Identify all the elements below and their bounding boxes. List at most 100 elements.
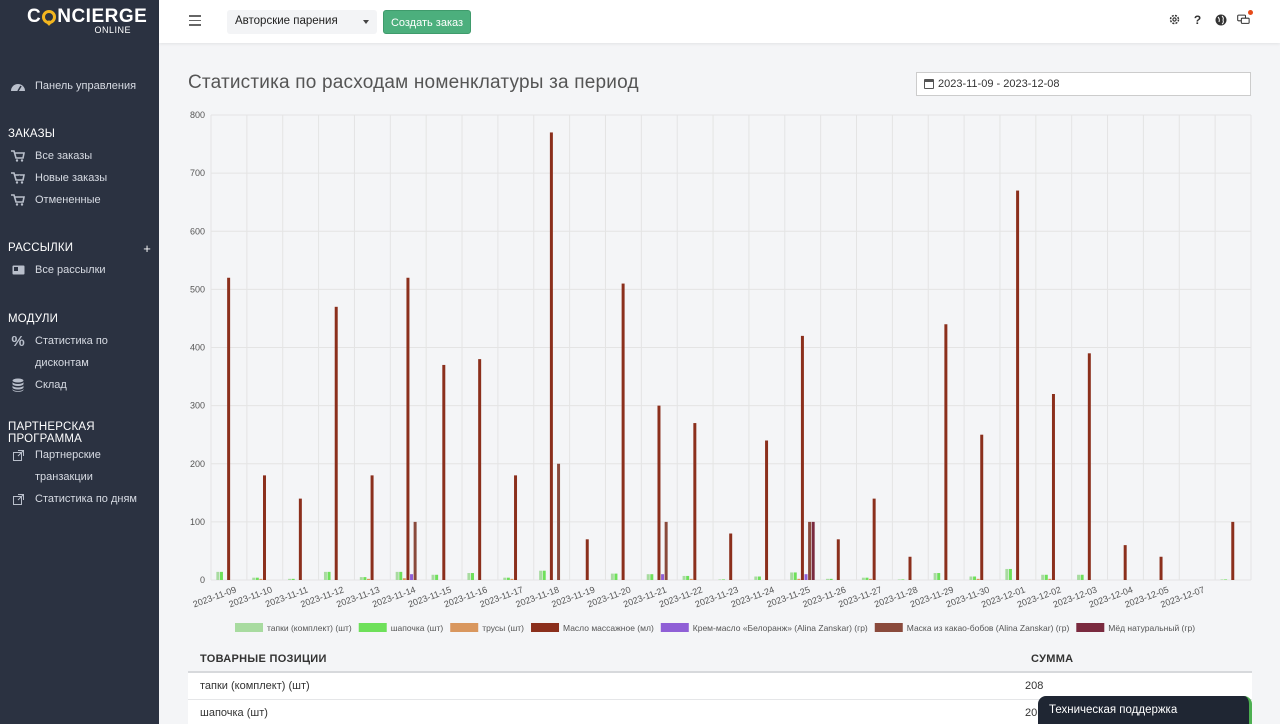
logo-text: C NCIERGE <box>27 6 159 28</box>
bar <box>908 556 912 580</box>
sidebar-item-partner-transactions[interactable]: Партнерские <box>0 444 159 466</box>
sidebar-item-label: Отмененные <box>35 194 101 206</box>
shop-select[interactable]: Авторские парения <box>227 10 377 34</box>
page-title: Статистика по расходам номенклатуры за п… <box>188 72 639 93</box>
sidebar-item-new-orders[interactable]: Новые заказы <box>0 167 159 189</box>
bar <box>808 521 812 580</box>
topbar: Авторские парения Создать заказ ? <box>159 0 1280 43</box>
bar <box>1048 578 1052 580</box>
bar <box>790 572 794 580</box>
create-order-button[interactable]: Создать заказ <box>383 10 471 34</box>
bar <box>442 364 446 580</box>
menu-toggle-icon[interactable] <box>189 15 201 26</box>
bar <box>944 324 948 580</box>
y-tick-label: 0 <box>200 575 205 585</box>
bar <box>402 578 406 580</box>
bar <box>406 277 410 580</box>
sidebar-item-cancelled-orders[interactable]: Отмененные <box>0 189 159 211</box>
section-title: РАССЫЛКИ <box>8 242 74 254</box>
y-tick-label: 100 <box>190 517 205 527</box>
bar <box>435 574 439 580</box>
sidebar-item-label: транзакции <box>35 471 93 483</box>
bar <box>682 575 686 580</box>
row-sum: 208 <box>1025 680 1044 692</box>
bar <box>252 577 256 580</box>
legend-swatch <box>358 623 387 632</box>
sidebar-item-daily-stats[interactable]: Статистика по дням <box>0 488 159 510</box>
date-range-picker[interactable]: 2023-11-09 - 2023-12-08 <box>916 72 1251 96</box>
bar <box>478 359 482 580</box>
bar <box>980 434 984 580</box>
section-title: МОДУЛИ <box>8 313 59 325</box>
bar <box>800 335 804 580</box>
settings-icon[interactable] <box>1168 13 1181 26</box>
row-item: шапочка (шт) <box>200 707 268 719</box>
sidebar-item-discount-stats-cont[interactable]: дисконтам <box>0 352 159 374</box>
bar <box>664 521 668 580</box>
add-mailing-icon[interactable]: + <box>143 240 151 256</box>
sidebar-item-label: Все заказы <box>35 150 93 162</box>
shop-select-value: Авторские парения <box>235 15 338 27</box>
chat-icon[interactable] <box>1237 10 1253 26</box>
external-link-icon <box>8 447 28 463</box>
table-header: ТОВАРНЫЕ ПОЗИЦИИ СУММА <box>188 646 1252 673</box>
bar <box>976 578 980 580</box>
section-title: ЗАКАЗЫ <box>8 128 56 140</box>
bar <box>646 574 650 580</box>
support-chat-button[interactable]: Техническая поддержка <box>1038 696 1252 724</box>
sidebar-item-warehouse[interactable]: Склад <box>0 374 159 396</box>
calendar-icon <box>924 79 934 89</box>
bar <box>410 574 414 580</box>
help-icon[interactable]: ? <box>1193 12 1202 27</box>
logo-subtitle: ONLINE <box>94 25 131 35</box>
dashboard-icon <box>8 78 28 94</box>
bar <box>657 405 661 580</box>
section-partners: ПАРТНЕРСКАЯ ПРОГРАММА <box>0 421 159 445</box>
legend-swatch <box>531 623 560 632</box>
logo-ring-icon <box>42 10 57 24</box>
bar <box>334 306 338 580</box>
mail-icon <box>8 262 28 278</box>
bar <box>431 574 435 580</box>
bar <box>255 577 259 580</box>
logo[interactable]: C NCIERGE ONLINE <box>0 0 159 42</box>
section-modules: МОДУЛИ <box>0 308 159 330</box>
bar <box>227 277 231 580</box>
sidebar-item-dashboard[interactable]: Панель управления <box>0 74 159 98</box>
sidebar-item-label: дисконтам <box>35 357 89 369</box>
sidebar-item-all-mailings[interactable]: Все рассылки <box>0 259 159 281</box>
y-tick-label: 800 <box>190 110 205 120</box>
legend-swatch <box>1076 623 1105 632</box>
bar <box>514 475 518 580</box>
y-tick-label: 300 <box>190 401 205 411</box>
bar <box>395 571 399 580</box>
bar <box>897 579 901 580</box>
globe-icon[interactable] <box>1214 13 1227 26</box>
logo-word: NCIERGE <box>57 6 148 27</box>
bar <box>689 578 693 580</box>
bar <box>686 575 690 580</box>
cart-icon <box>8 148 28 164</box>
legend-swatch <box>660 623 689 632</box>
header-sum: СУММА <box>1031 652 1074 665</box>
legend-label: шапочка (шт) <box>391 623 444 633</box>
percent-icon: % <box>11 332 25 350</box>
bar <box>1224 579 1228 580</box>
bar <box>1087 353 1091 580</box>
bar <box>399 571 403 580</box>
bar <box>219 571 223 580</box>
bar <box>933 573 937 580</box>
legend-swatch <box>235 623 263 632</box>
sidebar-item-label: Склад <box>35 379 67 391</box>
bar <box>1044 574 1048 580</box>
bar <box>503 577 507 580</box>
sidebar-item-discount-stats[interactable]: % Статистика по <box>0 330 159 352</box>
bar <box>585 539 589 580</box>
spacer <box>8 355 28 371</box>
bar <box>1051 394 1055 580</box>
sidebar-item-all-orders[interactable]: Все заказы <box>0 145 159 167</box>
bar <box>1008 568 1012 580</box>
bar <box>542 570 546 580</box>
legend-label: Мёд натуральный (гр) <box>1108 623 1195 633</box>
sidebar-item-partner-transactions-cont[interactable]: транзакции <box>0 466 159 488</box>
